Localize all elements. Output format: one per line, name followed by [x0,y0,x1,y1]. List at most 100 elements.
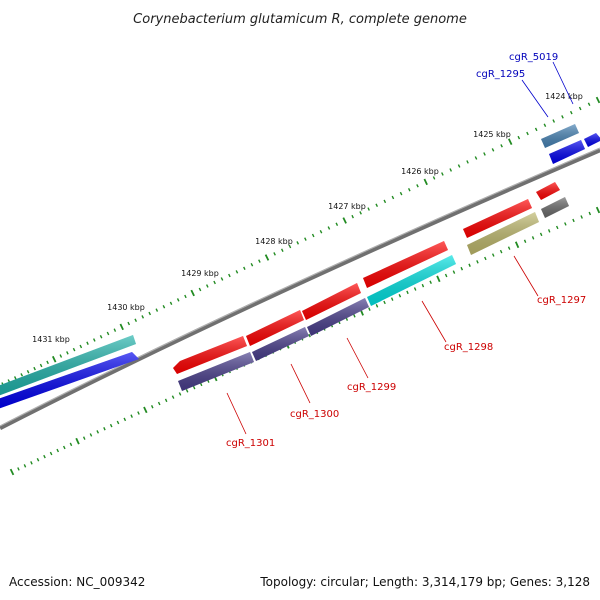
minor-tick [162,304,166,309]
minor-tick [398,294,402,298]
gene-feature-blue-edge[interactable] [584,133,600,147]
gene-feature-red-small[interactable] [536,182,560,200]
minor-tick [578,106,582,111]
minor-tick [176,298,180,302]
gene-feature-gray[interactable] [541,197,569,218]
minor-tick [273,252,276,256]
gene-label-cgR-5019[interactable]: cgR_5019 [509,52,558,63]
kbp-label-1430: 1430 kbp [107,303,145,312]
minor-tick [476,260,479,264]
minor-tick [319,229,323,234]
minor-tick [99,334,103,339]
gene-feature-teal-left[interactable] [0,335,136,396]
topology-text: Topology: circular; Length: 3,314,179 bp… [259,575,590,589]
minor-tick [564,222,567,226]
minor-tick [368,307,371,311]
major-tick [507,138,513,145]
gene-feature-cyan[interactable] [367,255,456,306]
minor-tick [375,203,379,208]
minor-tick [113,328,117,332]
leader-cgR-1295 [521,79,549,118]
minor-tick [23,464,27,468]
minor-tick [406,290,409,295]
minor-tick [353,314,356,318]
minor-tick [26,369,30,374]
gene-feature-cgR-1301[interactable] [173,336,247,374]
gene-label-cgR-1295[interactable]: cgR_1295 [476,69,525,80]
gene-feature-olive[interactable] [467,212,539,255]
minor-tick [327,226,331,230]
minor-tick [164,398,168,403]
minor-tick [228,273,231,278]
gene-feature-cgR-1300[interactable] [246,310,304,346]
minor-tick [258,259,261,263]
kbp-label-1427: 1427 kbp [328,202,366,211]
minor-tick [304,237,307,241]
minor-tick [588,211,592,216]
minor-tick [184,294,187,299]
leader-cgR-1300 [290,363,311,404]
minor-tick [66,351,69,355]
minor-tick [157,401,161,406]
map-title: Corynebacterium glutamicum R, complete g… [133,12,467,27]
minor-tick [555,225,559,230]
minor-tick [72,347,76,352]
minor-tick [507,246,511,250]
minor-tick [13,376,17,380]
gene-feature-navy-1300[interactable] [252,327,309,361]
genome-backbone [0,147,600,431]
minor-tick [587,102,591,107]
gene-feature-blue-left[interactable] [0,352,139,409]
minor-tick [466,160,469,164]
gene-feature-cgR-1295[interactable] [541,124,579,148]
major-tick [143,406,148,414]
tick-track-lower [9,206,600,476]
accession-text: Accession: NC_009342 [9,575,145,589]
minor-tick [137,411,140,415]
gene-feature-cgR-1298[interactable] [363,241,448,288]
minor-tick [46,360,49,365]
leader-cgR-1301 [226,392,247,435]
minor-tick [96,430,100,434]
minor-tick [33,366,36,371]
gene-feature-navy-1301[interactable] [178,352,254,391]
gene-label-cgR-1298[interactable]: cgR_1298 [444,342,493,353]
minor-tick [243,266,246,270]
minor-tick [552,119,556,123]
minor-tick [491,148,495,152]
minor-tick [561,115,564,119]
minor-tick [185,389,189,393]
minor-tick [444,273,448,278]
minor-tick [205,284,209,288]
gene-feature-cgR-5019[interactable] [549,140,585,164]
minor-tick [288,244,292,249]
major-tick [423,178,428,186]
minor-tick [429,280,432,284]
major-tick [595,206,600,214]
gene-label-cgR-1297[interactable]: cgR_1297 [537,295,586,306]
minor-tick [130,414,133,418]
minor-tick [89,433,93,437]
minor-tick [43,454,46,459]
minor-tick [155,308,159,312]
minor-tick [367,207,370,211]
minor-tick [572,218,575,223]
minor-tick [523,239,527,243]
minor-tick [296,241,300,245]
gene-label-cgR-1300[interactable]: cgR_1300 [290,409,339,420]
gene-label-cgR-1301[interactable]: cgR_1301 [226,438,275,449]
minor-tick [517,135,521,140]
minor-tick [178,392,182,396]
tick-track-upper [1,96,600,386]
minor-tick [375,304,379,308]
minor-tick [56,448,60,453]
gene-feature-cgR-1299[interactable] [302,283,361,320]
minor-tick [534,127,538,132]
minor-tick [421,283,425,288]
gene-feature-navy-1299[interactable] [307,298,369,336]
minor-tick [198,287,202,292]
gene-feature-cgR-1297[interactable] [463,199,532,238]
gene-label-cgR-1299[interactable]: cgR_1299 [347,382,396,393]
